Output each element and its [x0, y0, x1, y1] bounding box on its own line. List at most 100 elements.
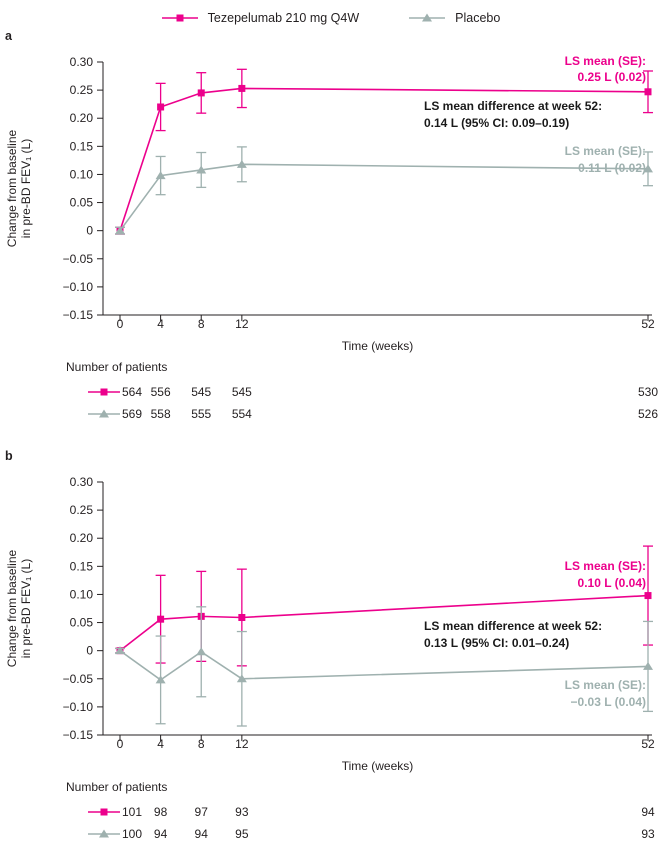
series-placebo	[115, 146, 653, 235]
annotation-tezepelumab-ls-mean: LS mean (SE): 0.25 L (0.02)	[565, 54, 646, 84]
y-tick-label: 0.30	[70, 475, 94, 489]
square-marker-icon	[644, 592, 652, 600]
y-tick-label: 0.30	[70, 55, 94, 69]
x-tick-label: 12	[235, 317, 249, 331]
patient-count: 526	[638, 407, 658, 421]
square-marker-icon	[197, 89, 205, 97]
patient-count: 98	[154, 805, 168, 819]
patient-count: 93	[641, 827, 655, 841]
y-tick-label: 0.15	[70, 139, 94, 153]
triangle-marker-icon	[115, 646, 125, 655]
chart-legend: Tezepelumab 210 mg Q4W Placebo	[0, 0, 660, 29]
y-tick-label: 0.05	[70, 616, 94, 630]
series-placebo	[115, 606, 653, 727]
patient-count: 101	[122, 805, 142, 819]
x-tick-label: 4	[157, 737, 164, 751]
x-axis-label: Time (weeks)	[342, 339, 414, 353]
y-tick-label: 0	[86, 644, 93, 658]
y-tick-label: 0.20	[70, 531, 94, 545]
x-tick-label: 12	[235, 737, 249, 751]
y-tick-label: −0.05	[63, 252, 94, 266]
triangle-marker-icon	[99, 829, 109, 838]
y-tick-label: 0.10	[70, 167, 94, 181]
x-tick-label: 4	[157, 317, 164, 331]
triangle-marker-icon	[422, 13, 433, 22]
panel-b-label: b	[5, 449, 13, 463]
x-tick-label: 8	[198, 737, 205, 751]
patients-title: Number of patients	[66, 780, 167, 794]
x-tick-label: 8	[198, 317, 205, 331]
panel-b-chart: 0.30 0.25 0.20 0.15 0.10 0.05 0 −0.05 −0.10 −0.15…	[5, 475, 655, 841]
y-axis-label-line2: in pre-BD FEV₁ (L)	[19, 559, 33, 658]
legend-label-placebo: Placebo	[455, 11, 501, 25]
y-tick-label: 0.25	[70, 83, 94, 97]
triangle-marker-icon	[155, 675, 166, 684]
panel-b: b 0.30 0.25 0.20 0.15 0.10 0.05 0 −0.05 −0.10 −0.…	[0, 449, 660, 853]
triangle-marker-icon	[643, 164, 653, 173]
panel-a: a 0.30 0.25 0.20 0.15 0.10 0.05 0 −0.05 −0.10 −0.…	[0, 29, 660, 433]
patient-count: 94	[641, 805, 655, 819]
y-tick-label: 0.10	[70, 587, 94, 601]
patient-count: 94	[154, 827, 168, 841]
triangle-marker-icon	[236, 159, 247, 168]
annotation-tezepelumab-ls-mean: LS mean (SE): 0.10 L (0.04)	[565, 559, 646, 590]
y-tick-label: −0.15	[63, 308, 94, 322]
patient-count: 554	[232, 407, 252, 421]
patient-count: 97	[195, 805, 209, 819]
x-axis-label: Time (weeks)	[342, 759, 414, 773]
x-tick-label: 52	[641, 317, 655, 331]
patient-count: 555	[191, 407, 211, 421]
triangle-marker-icon	[236, 674, 247, 683]
tezepelumab-line-square-icon	[161, 14, 198, 22]
patient-count: 558	[151, 407, 171, 421]
axes	[97, 481, 652, 741]
triangle-marker-icon	[115, 226, 125, 235]
square-marker-icon	[157, 103, 165, 111]
y-tick-label: 0.05	[70, 196, 94, 210]
triangle-marker-icon	[99, 409, 109, 418]
patient-count: 556	[151, 385, 171, 399]
square-marker-icon	[100, 808, 108, 816]
annotation-placebo-ls-mean: LS mean (SE): 0.11 L (0.02)	[565, 144, 646, 175]
patients-title: Number of patients	[66, 360, 167, 374]
patient-count: 564	[122, 385, 142, 399]
patients-row-placebo: 100 94 94 95 93	[88, 827, 655, 841]
y-tick-label: −0.15	[63, 728, 94, 742]
y-tick-label: 0.25	[70, 503, 94, 517]
legend-label-tezepelumab: Tezepelumab 210 mg Q4W	[207, 11, 360, 25]
patient-count: 94	[195, 827, 209, 841]
triangle-marker-icon	[196, 165, 207, 174]
series-line	[119, 163, 649, 232]
patient-count: 569	[122, 407, 142, 421]
triangle-marker-icon	[196, 647, 207, 656]
patient-count: 530	[638, 385, 658, 399]
patients-row-tezepelumab-210-mg-q4w: 101 98 97 93 94	[88, 805, 655, 819]
annotation-ls-mean-difference: LS mean difference at week 52: 0.13 L (95…	[424, 619, 602, 650]
y-tick-label: −0.10	[63, 700, 94, 714]
x-tick-label: 0	[117, 737, 124, 751]
patient-count: 93	[235, 805, 249, 819]
y-tick-label: −0.10	[63, 280, 94, 294]
panel-a-chart: 0.30 0.25 0.20 0.15 0.10 0.05 0 −0.05 −0.10 −0.15…	[5, 54, 658, 421]
square-marker-icon	[238, 84, 246, 92]
triangle-marker-icon	[155, 171, 166, 180]
square-marker-icon	[238, 613, 246, 621]
x-tick-label: 0	[117, 317, 124, 331]
patients-row-tezepelumab-210-mg-q4w: 564 556 545 545 530	[88, 385, 658, 399]
x-tick-label: 52	[641, 737, 655, 751]
y-axis-label-line1: Change from baseline	[5, 129, 19, 247]
y-tick-label: −0.05	[63, 672, 94, 686]
y-axis-label-line1: Change from baseline	[5, 549, 19, 667]
annotation-ls-mean-difference: LS mean difference at week 52: 0.14 L (95…	[424, 99, 602, 130]
square-marker-icon	[644, 88, 652, 96]
square-marker-icon	[157, 615, 165, 623]
legend-item-placebo: Placebo	[407, 11, 500, 25]
patient-count: 100	[122, 827, 142, 841]
annotation-placebo-ls-mean: LS mean (SE): −0.03 L (0.04)	[565, 678, 646, 709]
y-tick-label: 0	[86, 224, 93, 238]
legend-item-tezepelumab: Tezepelumab 210 mg Q4W	[160, 11, 359, 25]
patient-count: 545	[232, 385, 252, 399]
patients-row-placebo: 569 558 555 554 526	[88, 407, 658, 421]
triangle-marker-icon	[643, 661, 653, 670]
patient-count: 545	[191, 385, 211, 399]
